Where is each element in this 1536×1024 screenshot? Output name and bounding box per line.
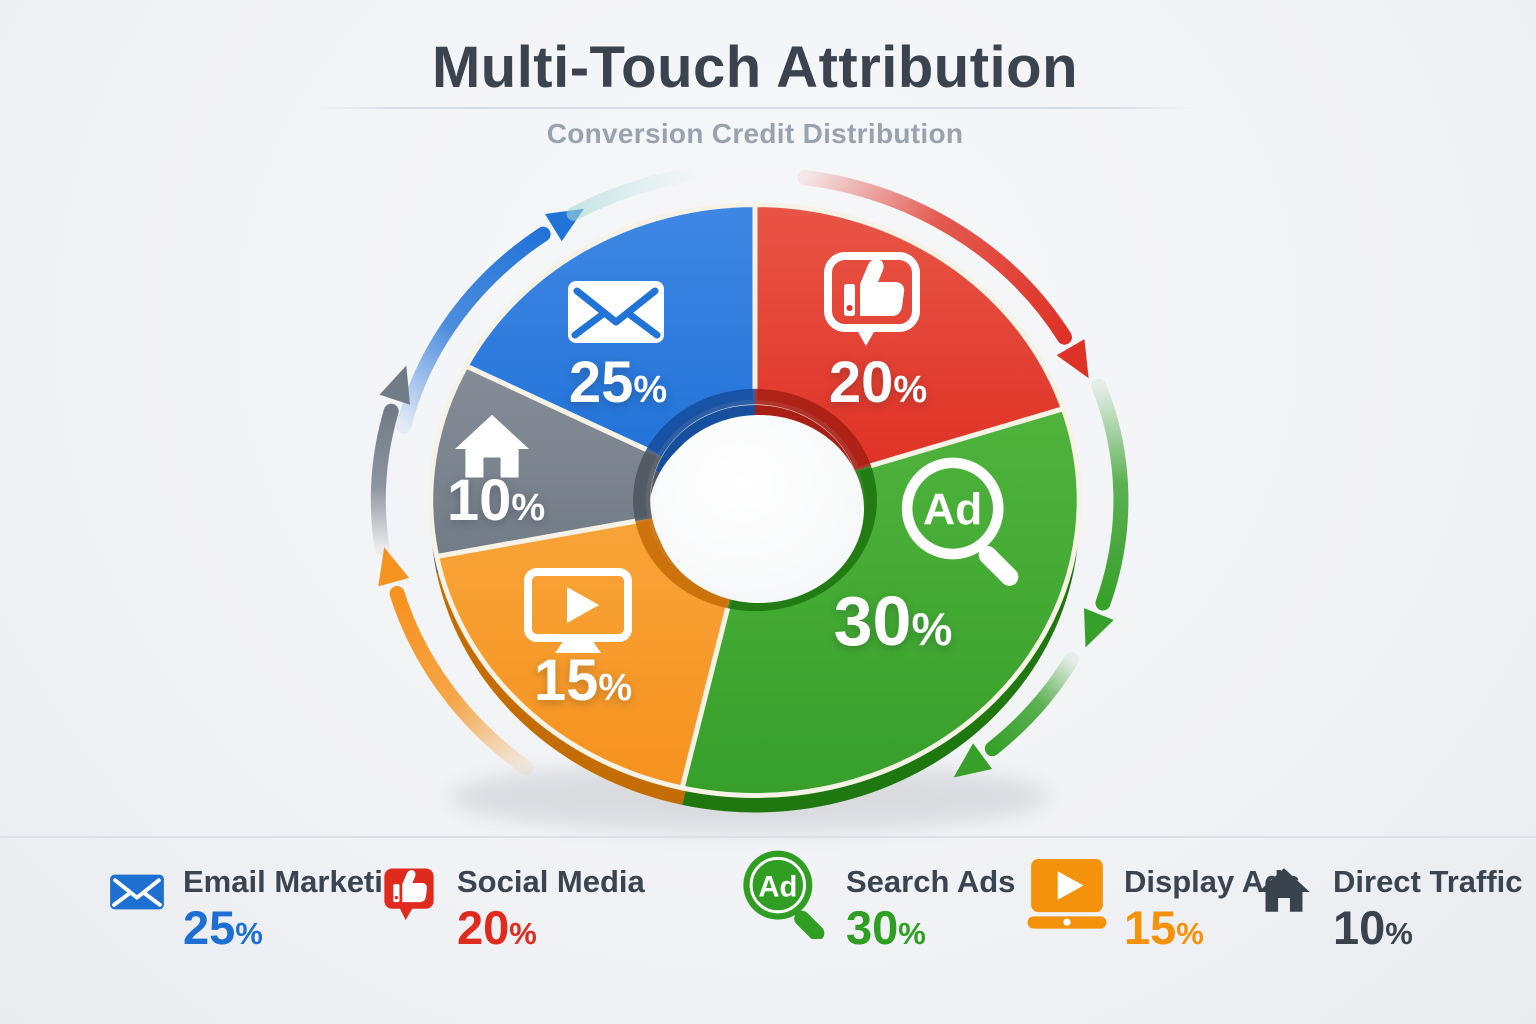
page-title: Multi-Touch Attribution bbox=[431, 35, 1079, 100]
value-number: 15 bbox=[533, 648, 599, 713]
ad-search-icon: Ad bbox=[743, 850, 825, 939]
title-divider bbox=[312, 107, 1197, 109]
ad-search-icon: Ad bbox=[901, 457, 1019, 586]
legend-text: Direct Traffic 10% bbox=[1333, 856, 1523, 952]
percent-sign: % bbox=[1176, 915, 1204, 951]
cycle-arrow bbox=[389, 586, 534, 775]
inner-rim bbox=[755, 388, 871, 471]
value-number: 30 bbox=[846, 900, 899, 954]
cycle-arrow bbox=[396, 226, 551, 434]
fade-arrow-trail bbox=[566, 165, 712, 221]
page-subtitle: Conversion Credit Distribution bbox=[546, 118, 964, 149]
inner-rim bbox=[633, 449, 662, 522]
thumbs-up-icon bbox=[384, 868, 434, 920]
legend-value: 25% bbox=[183, 900, 421, 954]
segment-value-email: 25% bbox=[498, 354, 738, 412]
percent-sign: % bbox=[898, 915, 926, 951]
legend-label: Search Ads bbox=[846, 864, 1016, 899]
email-icon bbox=[110, 874, 164, 910]
cycle-arrow bbox=[370, 403, 399, 556]
value-number: 25 bbox=[568, 350, 634, 415]
legend-value: 10% bbox=[1333, 900, 1523, 954]
inner-rim bbox=[646, 388, 755, 457]
value-number: 20 bbox=[828, 350, 894, 415]
arrowhead bbox=[953, 743, 993, 778]
svg-text:Ad: Ad bbox=[758, 870, 797, 903]
thumbs-up-icon bbox=[377, 856, 441, 928]
ad-search-icon: Ad bbox=[736, 850, 830, 939]
percent-sign: % bbox=[893, 369, 928, 411]
legend-item-direct-traffic: Direct Traffic 10% bbox=[1251, 856, 1523, 952]
percent-sign: % bbox=[235, 915, 263, 951]
legend-divider bbox=[0, 836, 1536, 838]
cycle-arrow bbox=[1091, 378, 1129, 611]
legend-text: Search Ads 30% bbox=[846, 856, 1015, 952]
display-play-icon bbox=[1027, 858, 1107, 929]
thumbs-up-icon bbox=[384, 868, 434, 920]
svg-text:Ad: Ad bbox=[923, 485, 982, 534]
segment-value-display: 15% bbox=[463, 652, 703, 710]
house-icon bbox=[1251, 856, 1317, 928]
email-icon bbox=[107, 856, 167, 928]
arrowhead bbox=[378, 547, 410, 587]
donut-hole bbox=[654, 415, 864, 603]
house-icon bbox=[1258, 868, 1310, 912]
percent-sign: % bbox=[911, 603, 953, 655]
legend-label: Direct Traffic bbox=[1333, 864, 1523, 899]
display-play-icon bbox=[524, 568, 632, 653]
percent-sign: % bbox=[598, 667, 633, 709]
segment-value-search: 30% bbox=[773, 586, 1013, 656]
inner-rim bbox=[727, 465, 877, 612]
legend-value: 30% bbox=[846, 900, 1015, 954]
email-icon bbox=[110, 874, 164, 910]
arrowhead bbox=[379, 365, 410, 405]
legend-item-email-marketing: Email Marketing 25% bbox=[107, 856, 421, 952]
segment-value-social: 20% bbox=[758, 354, 998, 412]
percent-sign: % bbox=[511, 487, 546, 529]
value-number: 30 bbox=[833, 582, 912, 660]
legend-value: 15% bbox=[1124, 900, 1300, 954]
legend-text: Social Media 20% bbox=[457, 856, 645, 952]
percent-sign: % bbox=[1385, 915, 1413, 951]
value-number: 15 bbox=[1124, 900, 1177, 954]
legend-label: Email Marketing bbox=[183, 864, 421, 899]
percent-sign: % bbox=[509, 915, 537, 951]
house-icon bbox=[1258, 868, 1310, 912]
legend-label: Social Media bbox=[457, 864, 645, 899]
legend-value: 20% bbox=[457, 900, 645, 954]
arrowhead bbox=[1056, 339, 1089, 379]
email-icon bbox=[568, 281, 664, 343]
cycle-arrow bbox=[984, 652, 1079, 757]
arrowhead bbox=[1084, 608, 1114, 648]
cycle-arrow bbox=[797, 170, 1072, 345]
value-number: 10 bbox=[1333, 900, 1386, 954]
legend-text: Email Marketing 25% bbox=[183, 856, 421, 952]
value-number: 20 bbox=[457, 900, 510, 954]
ad-search-icon: Ad bbox=[743, 850, 825, 939]
legend-item-social-media: Social Media 20% bbox=[377, 856, 645, 952]
house-icon bbox=[454, 414, 530, 478]
thumbs-up-icon bbox=[824, 252, 920, 346]
display-play-icon bbox=[1026, 856, 1108, 929]
value-number: 10 bbox=[446, 468, 512, 533]
value-number: 25 bbox=[183, 900, 236, 954]
display-play-icon bbox=[1027, 858, 1107, 929]
percent-sign: % bbox=[633, 369, 668, 411]
legend-item-search-ads: Ad Search Ads 30% bbox=[736, 850, 1015, 952]
segment-value-direct: 10% bbox=[376, 472, 616, 530]
